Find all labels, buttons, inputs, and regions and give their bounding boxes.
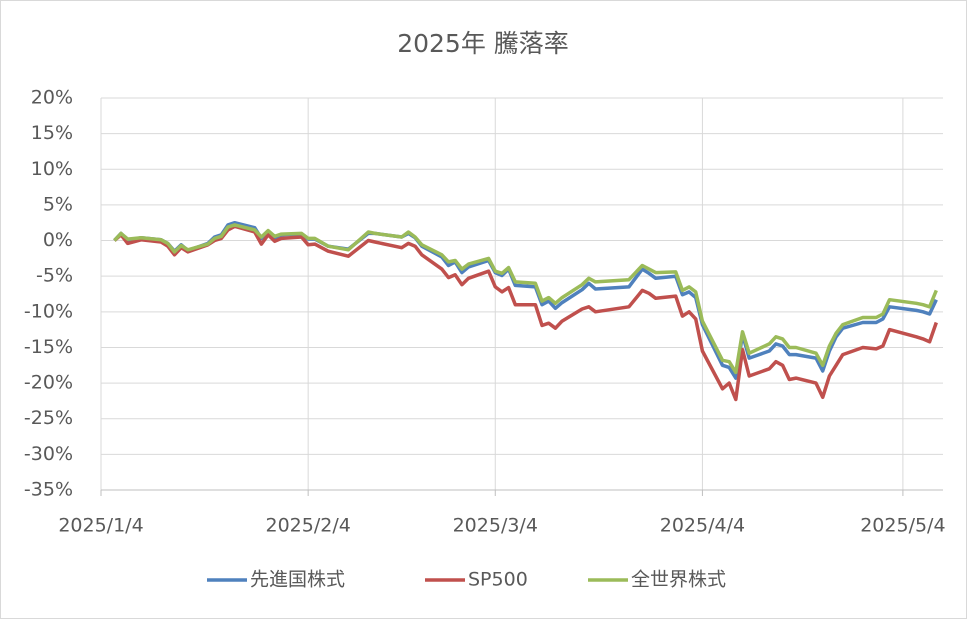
x-tick-label: 2025/1/4: [58, 515, 143, 537]
y-tick-label: -30%: [24, 443, 73, 465]
legend-label: SP500: [468, 569, 528, 591]
legend-label: 先進国株式: [250, 569, 345, 591]
series-line: [113, 220, 938, 380]
legend-label: 全世界株式: [631, 569, 726, 591]
y-tick-label: 0%: [43, 229, 73, 251]
y-tick-label: -25%: [24, 407, 73, 429]
y-tick-label: 15%: [31, 122, 73, 144]
x-tick-label: 2025/3/4: [453, 515, 538, 537]
series-line: [113, 223, 938, 375]
y-tick-label: -10%: [24, 300, 73, 322]
y-tick-label: -35%: [24, 479, 73, 501]
x-tick-label: 2025/2/4: [265, 515, 350, 537]
x-tick-label: 2025/4/4: [660, 515, 745, 537]
y-tick-label: -15%: [24, 336, 73, 358]
y-tick-label: 5%: [43, 193, 73, 215]
y-tick-label: -5%: [36, 265, 73, 287]
y-tick-label: -20%: [24, 372, 73, 394]
x-tick-label: 2025/5/4: [860, 515, 945, 537]
y-tick-label: 20%: [31, 87, 73, 109]
chart-title: 2025年 騰落率: [397, 29, 569, 58]
y-tick-label: 10%: [31, 158, 73, 180]
